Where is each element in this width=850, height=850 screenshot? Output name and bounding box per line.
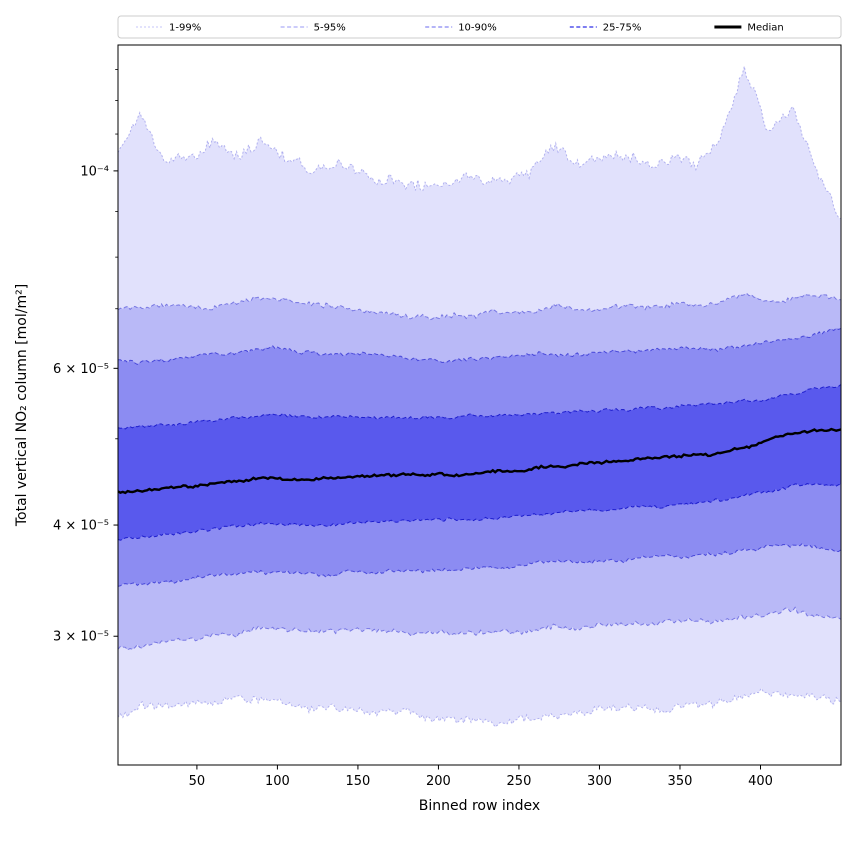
x-tick-label: 100: [265, 774, 290, 789]
legend-label: 25-75%: [603, 23, 642, 34]
percentile-edge-p75: [118, 384, 841, 430]
y-tick-label: 6 × 10⁻⁵: [53, 362, 109, 377]
x-tick-label: 150: [346, 774, 371, 789]
band-1-99%: [118, 66, 841, 727]
percentile-edge-p5: [118, 606, 841, 651]
x-tick-label: 50: [189, 774, 206, 789]
legend-label: 1-99%: [169, 23, 201, 34]
band-5-95%: [118, 293, 841, 650]
x-tick-label: 400: [748, 774, 773, 789]
x-tick-label: 250: [507, 774, 532, 789]
y-axis-label: Total vertical NO₂ column [mol/m²]: [14, 284, 30, 527]
y-tick-label: 10⁻⁴: [80, 164, 109, 179]
percentile-edge-p10: [118, 542, 841, 587]
x-tick-label: 350: [668, 774, 693, 789]
legend-box: [117, 15, 842, 39]
legend-label: 5-95%: [314, 23, 346, 34]
y-tick-label: 3 × 10⁻⁵: [53, 630, 109, 645]
plot-frame: [117, 44, 842, 766]
median-line: [118, 427, 841, 495]
band-25-75%: [118, 384, 841, 541]
percentile-edge-p1: [118, 687, 841, 728]
y-tick-label: 4 × 10⁻⁵: [53, 519, 109, 534]
percentile-edge-p99: [118, 66, 841, 220]
percentile-edge-p25: [118, 482, 841, 541]
x-axis-label: Binned row index: [419, 798, 540, 814]
legend-label: 10-90%: [458, 23, 497, 34]
legend-label: Median: [747, 23, 783, 34]
band-10-90%: [118, 328, 841, 587]
legend: 1-99% 5-95% 10-90% 25-75% Median: [117, 15, 842, 39]
plot-area: [118, 66, 841, 728]
x-tick-label: 200: [426, 774, 451, 789]
percentile-edge-p90: [118, 327, 841, 365]
percentile-edge-p95: [118, 292, 841, 321]
x-tick-label: 300: [587, 774, 612, 789]
chart-root: 50 100 150 200 250 300 350 400 10⁻⁴ 6 × 10⁻⁵ 4 × 1…: [53, 15, 842, 789]
